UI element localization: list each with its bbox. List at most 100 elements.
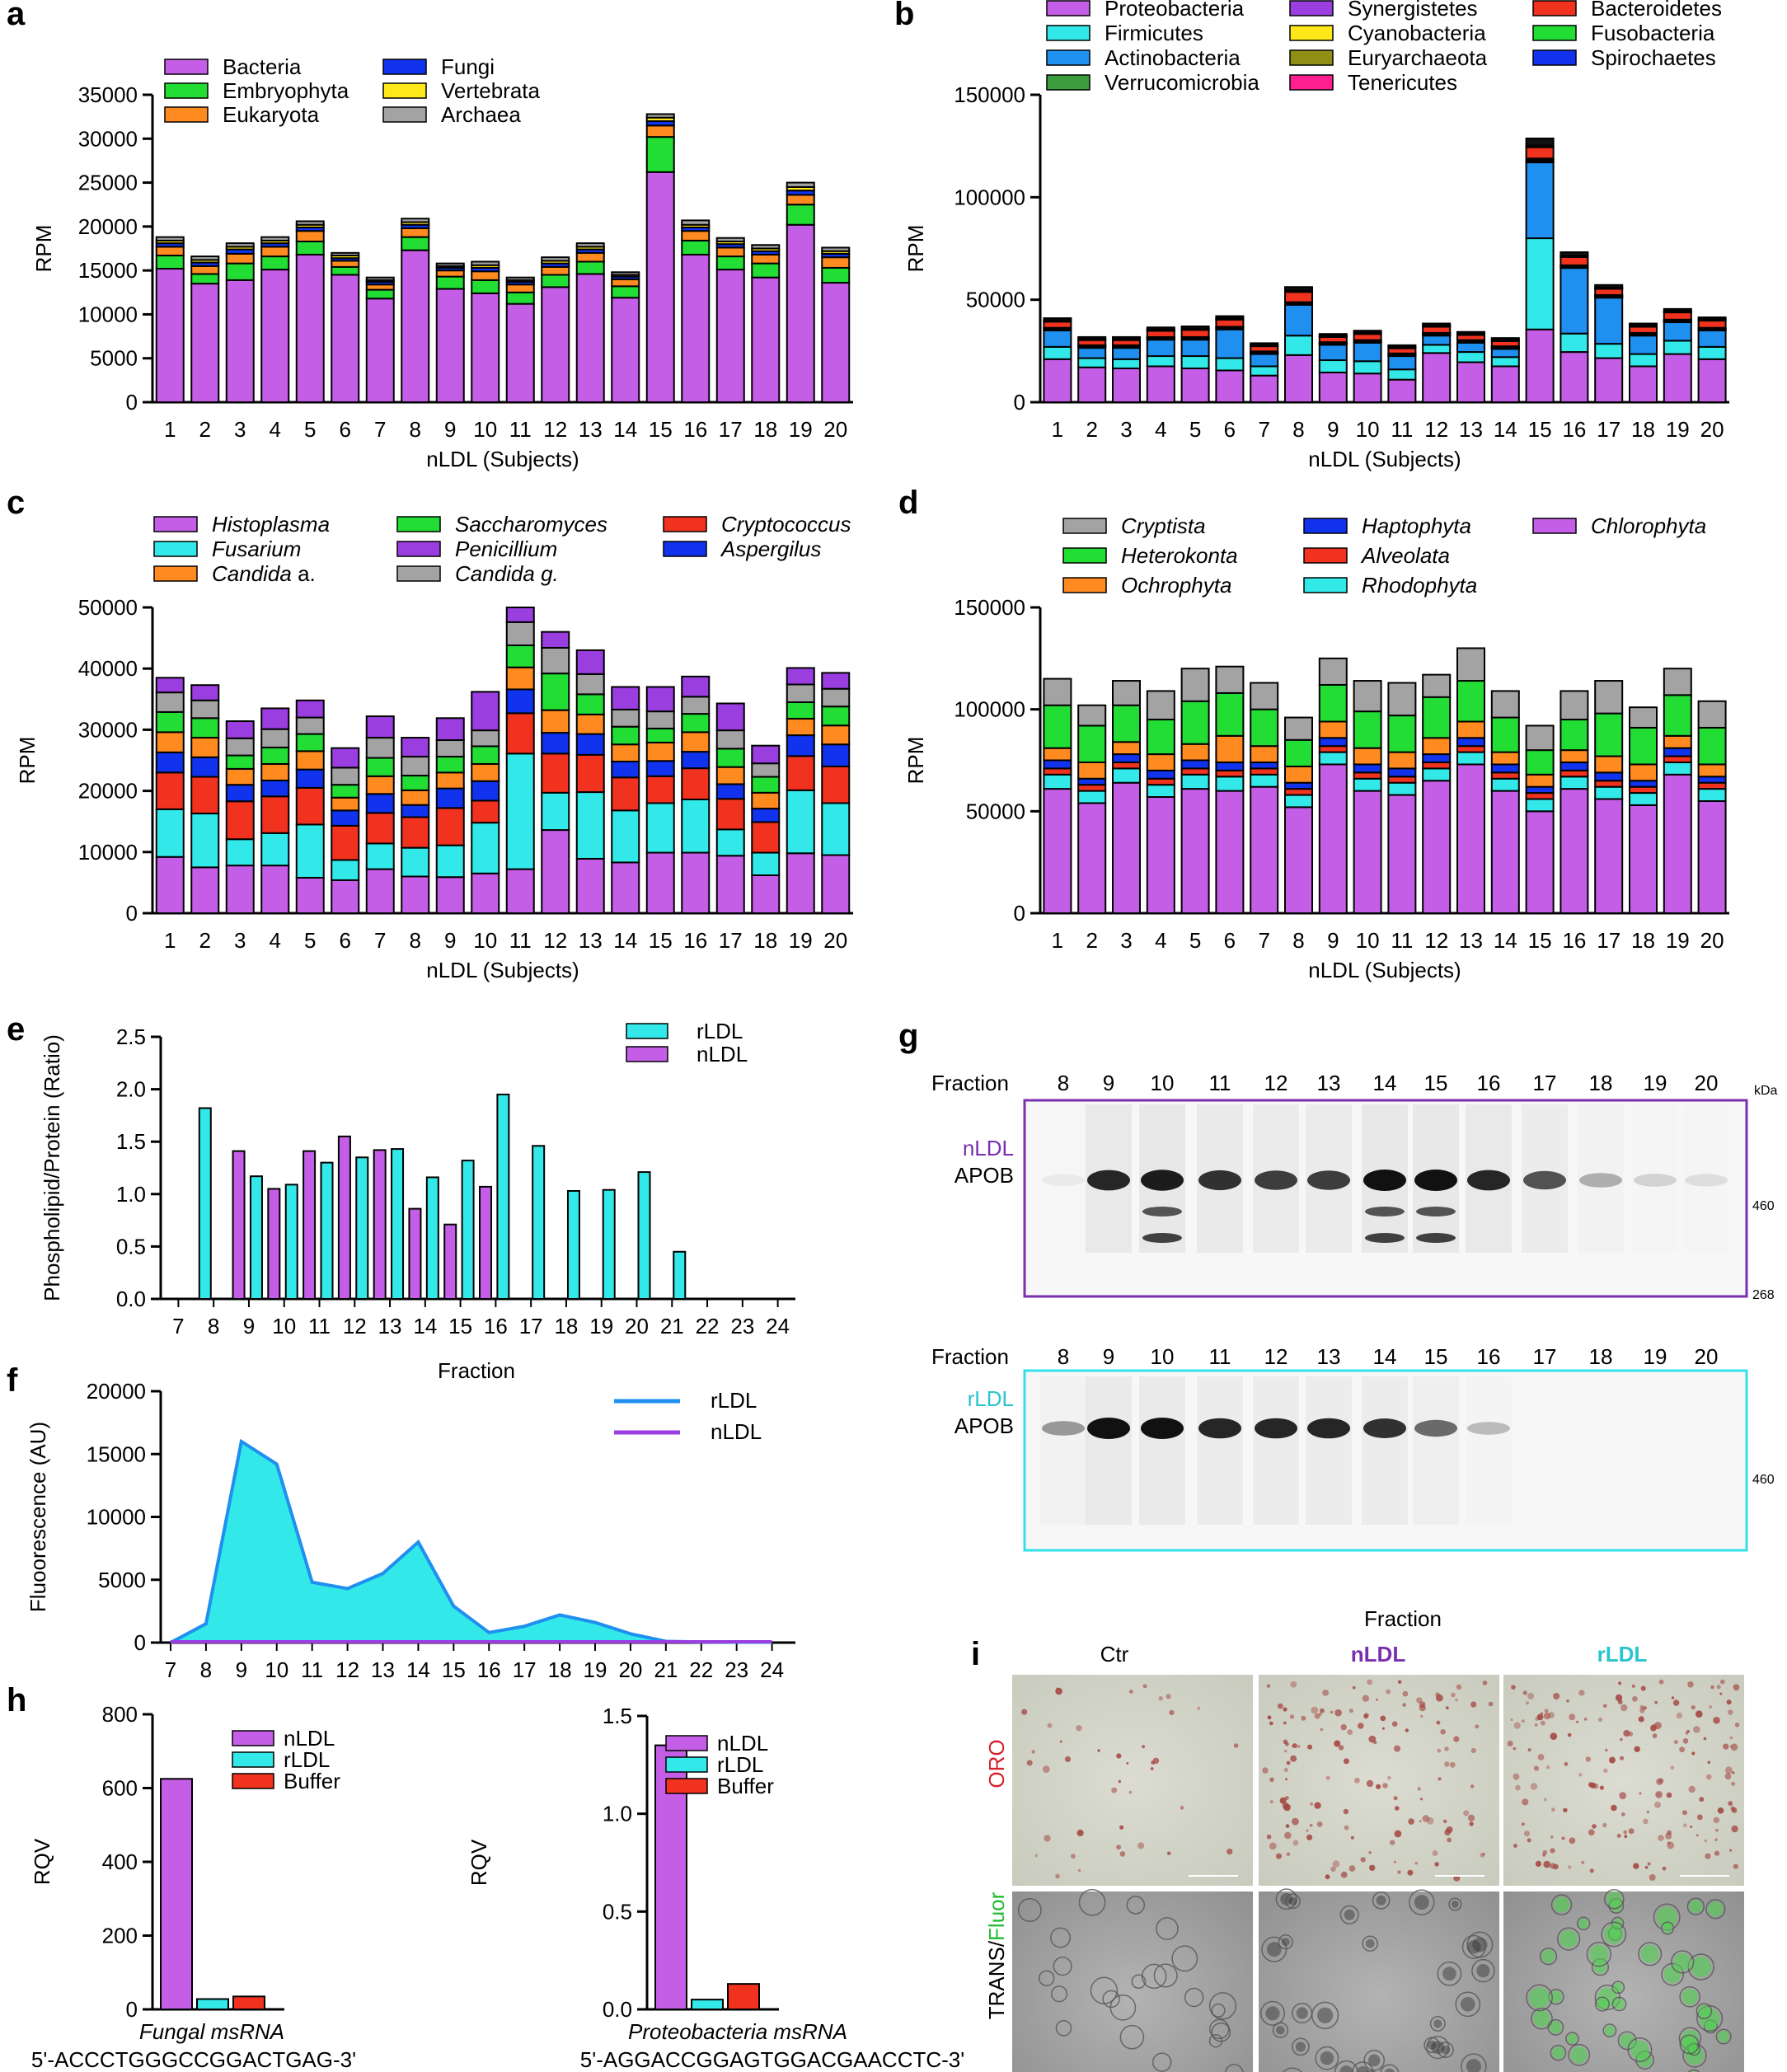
bar-c-candida-a- <box>471 762 500 782</box>
x-tick-label: 16 <box>1562 928 1586 953</box>
bar-d-rhodophyta <box>1180 773 1210 790</box>
x-tick-label: 18 <box>554 1314 578 1338</box>
bar-d-cryptista <box>1146 690 1175 721</box>
oro-lipid-droplet <box>1269 1721 1273 1726</box>
bar-c-candida-g- <box>821 687 851 708</box>
trans-cell <box>1611 1981 1625 1995</box>
bar-b-other <box>1215 315 1245 320</box>
bar-a-eukaryota <box>225 252 255 265</box>
oro-lipid-droplet <box>1363 1713 1368 1719</box>
trans-cell <box>1679 2034 1700 2055</box>
oro-lipid-droplet <box>1442 1819 1447 1824</box>
oro-lipid-droplet <box>1158 1696 1163 1701</box>
bar-c-penicillium <box>611 686 640 710</box>
bar-c-histoplasma <box>575 857 605 915</box>
oro-lipid-droplet <box>1453 1736 1460 1742</box>
oro-lipid-droplet <box>1064 1756 1071 1763</box>
bar-d-heterokonta <box>1112 704 1141 743</box>
bar-b-proteobacteria <box>1456 361 1485 404</box>
bar-d-heterokonta <box>1215 691 1245 737</box>
y-tick-label: 0 <box>1014 901 1025 926</box>
legend-label: rLDL <box>717 1752 763 1777</box>
y-tick-label: 0.0 <box>603 1997 632 2022</box>
bar-d-haptophyta <box>1422 753 1452 763</box>
oro-lipid-droplet <box>1544 1798 1547 1802</box>
bar-c-histoplasma <box>505 868 535 915</box>
y-tick-label: 10000 <box>78 302 138 326</box>
oro-lipid-droplet <box>1535 1860 1541 1867</box>
y-tick-label: 10000 <box>78 840 138 865</box>
blot-band-apob <box>1414 1419 1457 1437</box>
bar-c-fusarium <box>225 838 255 867</box>
bar-d-ochrophyta <box>1560 749 1589 763</box>
legend-label: Heterokonta <box>1121 543 1238 568</box>
oro-lipid-droplet <box>1670 1765 1675 1770</box>
oro-lipid-droplet <box>1513 1746 1517 1751</box>
oro-lipid-droplet <box>1672 1699 1680 1706</box>
oro-lipid-droplet <box>1286 1760 1291 1765</box>
bar-d-cryptista <box>1490 690 1520 719</box>
bar-d-rhodophyta <box>1594 785 1624 800</box>
blot-fraction-number: 18 <box>1589 1071 1613 1095</box>
oro-lipid-droplet <box>1733 1863 1738 1869</box>
oro-lipid-droplet <box>1334 1709 1342 1717</box>
x-tick-label: 17 <box>513 1657 537 1682</box>
x-tick-label: 15 <box>1528 417 1552 442</box>
oro-lipid-droplet <box>1540 1720 1545 1726</box>
bar-d-rhodophyta <box>1353 777 1382 792</box>
trans-cell <box>1352 2061 1374 2072</box>
bar-b-firmicutes <box>1146 355 1175 368</box>
bar-c-saccharomyces <box>401 775 430 791</box>
oro-lipid-droplet <box>1658 1778 1664 1784</box>
bar-c-penicillium <box>681 675 711 698</box>
oro-lipid-droplet <box>1691 1751 1696 1756</box>
legend-label: rLDL <box>284 1747 330 1772</box>
x-tick-label: 18 <box>1631 928 1655 953</box>
oro-lipid-droplet <box>1609 1756 1616 1764</box>
oro-lipid-droplet <box>1719 1692 1723 1695</box>
oro-lipid-droplet <box>1449 1761 1456 1768</box>
bar-d-cryptista <box>1284 716 1313 741</box>
bar-b-firmicutes <box>1250 365 1279 377</box>
oro-lipid-droplet <box>1619 1792 1627 1800</box>
bar-d-chlorophyta <box>1284 806 1313 914</box>
bar-b-proteobacteria <box>1318 371 1348 403</box>
bar-c-penicillium <box>821 672 851 690</box>
oro-lipid-droplet <box>1688 1785 1696 1793</box>
oro-lipid-droplet <box>1618 1681 1622 1685</box>
legend-label: Fusarium <box>212 537 301 561</box>
bar-c-candida-g- <box>715 729 745 750</box>
x-tick-label: 8 <box>410 928 421 953</box>
legend-label: Chlorophyta <box>1591 513 1706 538</box>
x-tick-label: 18 <box>1631 417 1655 442</box>
oro-lipid-droplet <box>1416 1697 1423 1704</box>
bar-d-alveolata <box>1525 792 1555 800</box>
oro-lipid-droplet <box>1530 1783 1538 1790</box>
panel-letter-g: g <box>898 1018 918 1054</box>
y-axis-label: Phospholipid/Protein (Ratio) <box>40 1034 64 1301</box>
bar-c-cryptococcus <box>331 824 360 861</box>
y-tick-label: 25000 <box>78 171 138 195</box>
bar-c-cryptococcus <box>260 795 290 834</box>
bar-c-aspergilus <box>295 768 325 789</box>
bar-b-proteobacteria <box>1560 351 1589 403</box>
x-tick-label: 3 <box>1120 928 1132 953</box>
bar-d-heterokonta <box>1318 683 1348 723</box>
oro-lipid-droplet <box>1408 1818 1414 1825</box>
oro-lipid-droplet <box>1456 1684 1461 1690</box>
oro-lipid-droplet <box>1533 1765 1539 1771</box>
oro-lipid-droplet <box>1597 1717 1603 1723</box>
y-tick-label: 150000 <box>954 595 1025 620</box>
bar-b-actinobacteria <box>1180 339 1210 358</box>
oro-lipid-droplet <box>1283 1721 1287 1725</box>
bar-b-proteobacteria <box>1215 369 1245 403</box>
oro-lipid-droplet <box>1667 1841 1671 1845</box>
trans-cell-dark <box>1320 2051 1334 2065</box>
x-tick-label: 18 <box>548 1657 572 1682</box>
bar-b-bacteroidetes <box>1560 255 1589 266</box>
legend-swatch <box>232 1773 274 1789</box>
oro-lipid-droplet <box>1720 1679 1725 1685</box>
fluor-cell <box>1681 1989 1698 2005</box>
bar-a-embryophyta <box>505 291 535 305</box>
oro-lipid-droplet <box>1723 1743 1729 1750</box>
